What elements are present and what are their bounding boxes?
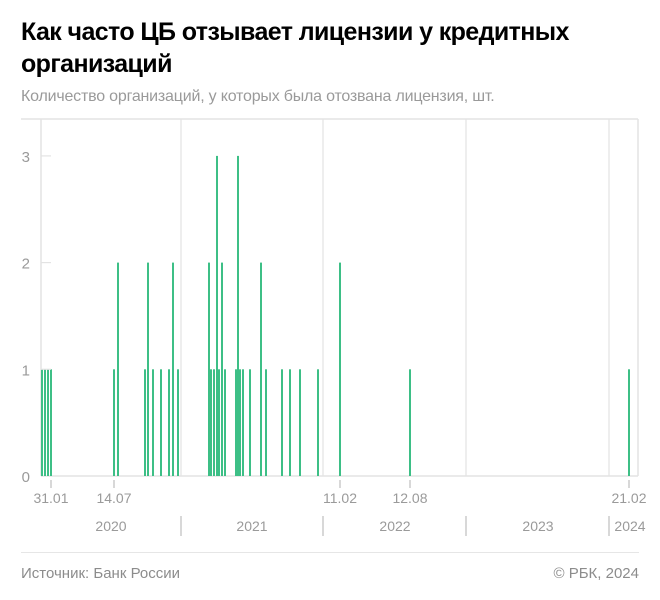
- copyright-text: © РБК, 2024: [553, 565, 639, 582]
- bar: [249, 369, 251, 476]
- y-tick-label: 1: [22, 362, 30, 379]
- year-label: 2020: [95, 518, 126, 534]
- bar: [221, 262, 223, 476]
- bar: [265, 369, 267, 476]
- bar: [237, 155, 239, 476]
- source-text: Источник: Банк России: [21, 565, 181, 582]
- bar: [281, 369, 283, 476]
- bar: [218, 369, 220, 476]
- bar: [260, 262, 262, 476]
- bar: [299, 369, 301, 476]
- bar: [409, 369, 411, 476]
- bar: [47, 369, 49, 476]
- bar: [144, 369, 146, 476]
- bar: [216, 155, 218, 476]
- chart-bars: [41, 155, 630, 476]
- date-tick-label: 12.08: [392, 490, 427, 506]
- bar: [224, 369, 226, 476]
- chart-title: Как часто ЦБ отзывает лицензии у кредитн…: [21, 18, 569, 78]
- bar: [113, 369, 115, 476]
- bar: [147, 262, 149, 476]
- year-label: 2022: [379, 518, 410, 534]
- bar: [117, 262, 119, 476]
- y-tick-label: 0: [22, 469, 30, 486]
- y-tick-label: 2: [22, 256, 30, 273]
- y-tick-label: 3: [22, 149, 30, 166]
- bar: [289, 369, 291, 476]
- y-axis: 0 1 2 3: [22, 149, 51, 486]
- bar: [628, 369, 630, 476]
- bar: [235, 369, 237, 476]
- year-label: 2021: [236, 518, 267, 534]
- bar: [172, 262, 174, 476]
- x-axis: 31.01 14.07 11.02 12.08 21.02 2020 2021 2022 202…: [33, 480, 647, 536]
- bar: [213, 369, 215, 476]
- bar: [242, 369, 244, 476]
- date-tick-label: 21.02: [611, 490, 646, 506]
- bar: [168, 369, 170, 476]
- date-tick-label: 31.01: [33, 490, 68, 506]
- year-label: 2023: [522, 518, 553, 534]
- chart-subtitle: Количество организаций, у которых была о…: [21, 88, 495, 105]
- date-tick-label: 14.07: [96, 490, 131, 506]
- bar: [317, 369, 319, 476]
- bar: [44, 369, 46, 476]
- chart-grid: [21, 118, 639, 477]
- bar: [210, 369, 212, 476]
- year-label: 2024: [614, 518, 645, 534]
- bar: [339, 262, 341, 476]
- bar: [50, 369, 52, 476]
- bar: [239, 369, 241, 476]
- bar: [41, 369, 43, 476]
- bar: [177, 369, 179, 476]
- bar: [160, 369, 162, 476]
- bar: [208, 262, 210, 476]
- date-tick-label: 11.02: [323, 490, 357, 506]
- footer-divider: [21, 552, 639, 553]
- bar: [152, 369, 154, 476]
